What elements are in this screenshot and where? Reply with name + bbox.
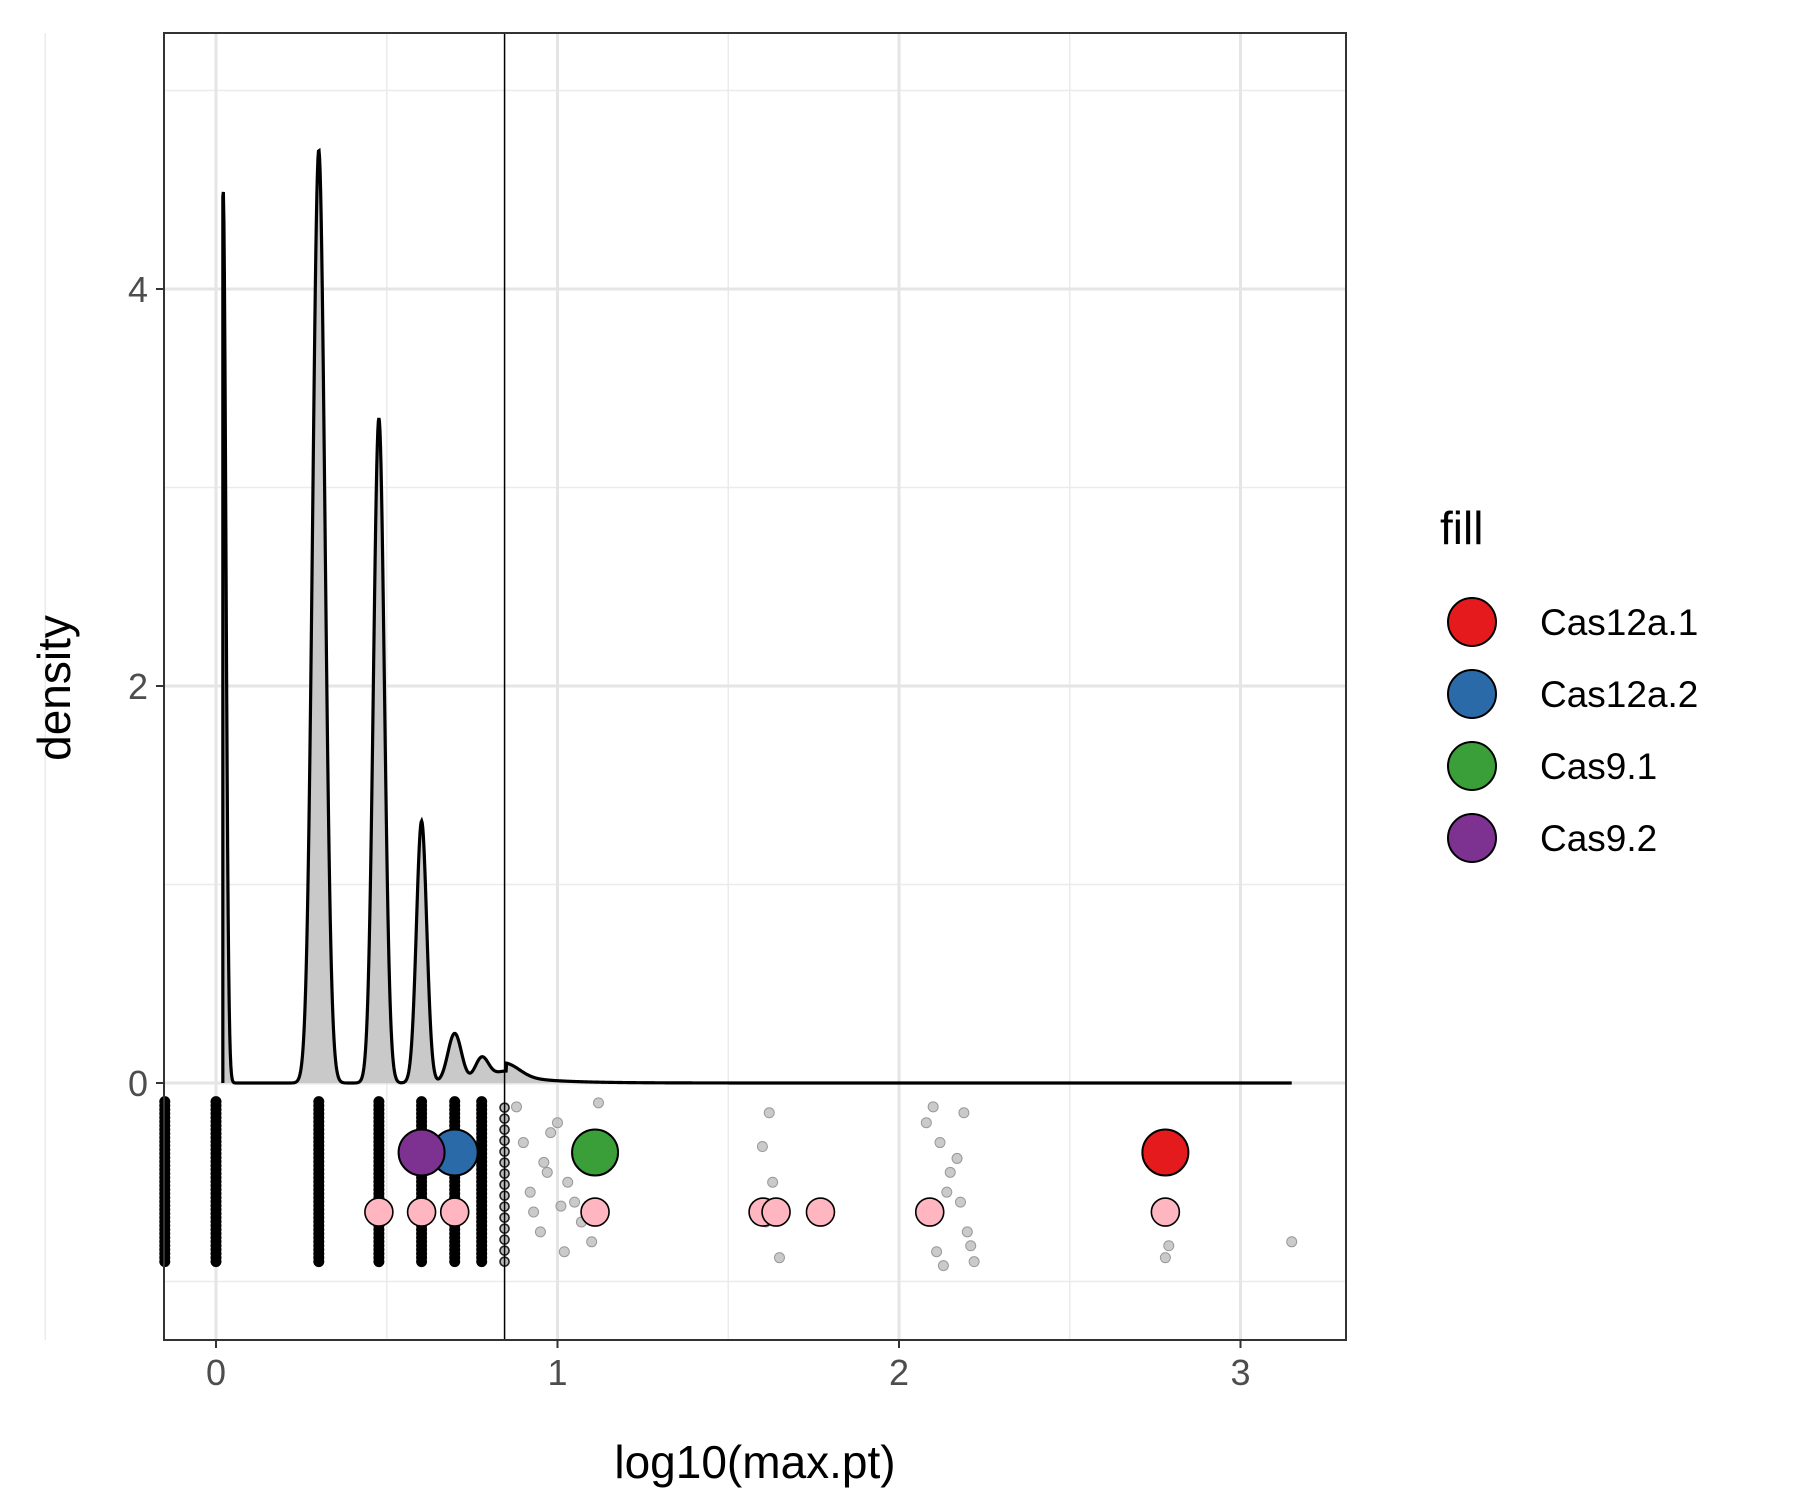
- legend-title: fill: [1440, 502, 1483, 554]
- rug-point: [449, 1096, 461, 1108]
- rug-point: [313, 1096, 325, 1108]
- jitter-point: [920, 1117, 932, 1129]
- x-tick-label: 0: [206, 1352, 226, 1393]
- x-tick-label: 1: [547, 1352, 567, 1393]
- legend-label: Cas12a.1: [1540, 602, 1698, 643]
- jitter-point: [545, 1127, 557, 1139]
- pink-point: [1150, 1197, 1181, 1227]
- jitter-point: [965, 1240, 977, 1252]
- jitter-point: [511, 1101, 523, 1113]
- rug-point: [373, 1096, 385, 1108]
- x-tick-label: 3: [1230, 1352, 1250, 1393]
- jitter-point: [555, 1200, 567, 1212]
- jitter-point: [1163, 1240, 1175, 1252]
- y-tick-label: 4: [128, 269, 148, 310]
- jitter-point: [528, 1206, 540, 1218]
- jitter-point: [951, 1152, 963, 1164]
- jitter-point: [1159, 1252, 1171, 1264]
- x-tick-label: 2: [889, 1352, 909, 1393]
- jitter-point: [763, 1107, 775, 1119]
- legend-label: Cas9.2: [1540, 818, 1657, 859]
- pink-point: [761, 1197, 791, 1227]
- jitter-point: [538, 1156, 550, 1168]
- jitter-point: [756, 1141, 768, 1153]
- jitter-point: [937, 1260, 949, 1272]
- jitter-point: [586, 1236, 598, 1248]
- rug-point: [476, 1096, 488, 1108]
- rug-point: [416, 1096, 428, 1108]
- pink-point: [406, 1197, 437, 1227]
- jitter-point: [558, 1246, 570, 1258]
- axes: 0 1 2 3 0 2 4: [128, 269, 1251, 1393]
- pink-point: [805, 1197, 836, 1227]
- legend-swatch: [1447, 597, 1497, 647]
- jitter-point: [562, 1176, 574, 1188]
- jitter-point: [927, 1101, 939, 1113]
- legend: fill Cas12a.1 Cas12a.2 Cas9.1 Cas9.2: [1440, 502, 1698, 863]
- jitter-point: [931, 1246, 943, 1258]
- legend-swatch: [1447, 741, 1497, 791]
- pink-point: [580, 1197, 610, 1227]
- jitter-point: [968, 1256, 980, 1268]
- legend-label: Cas12a.2: [1540, 674, 1698, 715]
- highlight-point-cas9-2: [397, 1128, 446, 1177]
- jitter-point: [569, 1196, 581, 1208]
- jitter-point: [941, 1186, 953, 1198]
- jitter-point: [767, 1176, 779, 1188]
- jitter-point: [1286, 1236, 1298, 1248]
- jitter-point: [524, 1186, 536, 1198]
- pink-point: [364, 1197, 394, 1227]
- x-axis-title: log10(max.pt): [614, 1436, 895, 1488]
- jitter-point: [961, 1226, 973, 1238]
- highlight-point-cas12a-1: [1141, 1128, 1190, 1177]
- jitter-point: [517, 1137, 529, 1149]
- grid-lines: [44, 33, 1346, 1340]
- y-tick-label: 0: [128, 1063, 148, 1104]
- jitter-point: [534, 1226, 546, 1238]
- jitter-point: [773, 1252, 785, 1264]
- jitter-point: [944, 1166, 956, 1178]
- density-area: [222, 150, 1292, 1083]
- y-tick-label: 2: [128, 666, 148, 707]
- jitter-point: [934, 1137, 946, 1149]
- jitter-point: [958, 1107, 970, 1119]
- jitter-point: [552, 1117, 563, 1129]
- plot-marks: [159, 33, 1298, 1340]
- pink-point: [439, 1197, 470, 1227]
- y-axis-title: density: [28, 615, 80, 761]
- legend-swatch: [1447, 669, 1497, 719]
- jitter-point: [592, 1097, 604, 1109]
- jitter-point: [954, 1196, 966, 1208]
- highlight-point-cas9-1: [571, 1128, 620, 1177]
- pink-point: [914, 1197, 945, 1227]
- jitter-point: [541, 1166, 553, 1178]
- rug-point: [210, 1096, 222, 1108]
- legend-swatch: [1447, 813, 1497, 863]
- density-line: [221, 147, 1292, 1085]
- legend-label: Cas9.1: [1540, 746, 1657, 787]
